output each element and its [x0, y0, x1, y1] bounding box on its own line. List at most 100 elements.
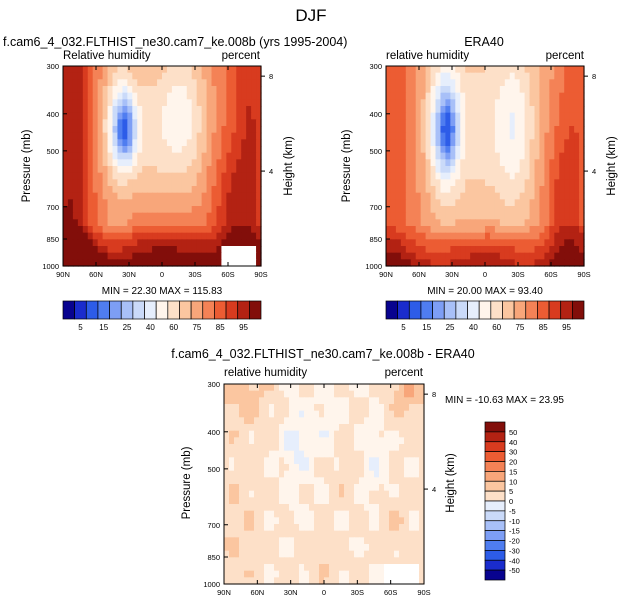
heatmap-cell	[450, 99, 456, 107]
heatmap-cell	[259, 450, 265, 458]
heatmap-cell	[162, 212, 168, 220]
heatmap-cell	[256, 246, 262, 254]
heatmap-cell	[499, 166, 506, 174]
heatmap-cell	[539, 106, 545, 114]
heatmap-cell	[529, 152, 536, 160]
heatmap-cell	[410, 106, 417, 114]
heatmap-cell	[284, 450, 290, 458]
heatmap-cell	[379, 430, 385, 438]
heatmap-cell	[559, 72, 565, 80]
heatmap-cell	[410, 179, 417, 187]
heatmap-cell	[246, 219, 252, 227]
heatmap-cell	[234, 497, 240, 505]
heatmap-cell	[539, 219, 545, 227]
heatmap-cell	[574, 199, 580, 207]
heatmap-cell	[499, 179, 506, 187]
heatmap-cell	[206, 246, 213, 254]
heatmap-cell	[319, 404, 325, 412]
heatmap-cell	[455, 132, 461, 140]
heatmap-cell	[569, 146, 575, 154]
heatmap-cell	[339, 504, 345, 512]
heatmap-cell	[514, 112, 521, 120]
heatmap-cell	[379, 457, 385, 465]
heatmap-cell	[404, 457, 410, 465]
heatmap-cell	[369, 397, 375, 405]
heatmap-cell	[329, 557, 335, 565]
heatmap-cell	[549, 139, 555, 147]
heatmap-cell	[72, 139, 79, 147]
heatmap-cell	[234, 510, 240, 518]
heatmap-cell	[196, 179, 203, 187]
heatmap-cell	[369, 504, 375, 512]
heatmap-cell	[63, 112, 69, 120]
heatmap-cell	[470, 219, 476, 227]
heatmap-cell	[244, 557, 250, 565]
heatmap-cell	[489, 86, 496, 94]
heatmap-cell	[504, 192, 511, 200]
heatmap-cell	[279, 577, 285, 585]
heatmap-cell	[211, 199, 218, 207]
heatmap-cell	[489, 172, 496, 180]
heatmap-cell	[236, 186, 242, 194]
heatmap-cell	[234, 504, 240, 512]
heatmap-cell	[137, 106, 143, 114]
heatmap-cell	[289, 450, 295, 458]
heatmap-cell	[559, 259, 565, 267]
heatmap-cell	[334, 397, 340, 405]
heatmap-cell	[176, 146, 183, 154]
heatmap-cell	[294, 550, 300, 558]
heatmap-cell	[499, 259, 506, 267]
heatmap-cell	[420, 112, 427, 120]
heatmap-cell	[254, 517, 260, 525]
heatmap-cell	[251, 119, 257, 127]
heatmap-cell	[117, 226, 123, 234]
heatmap-cell	[294, 464, 300, 472]
heatmap-cell	[419, 490, 425, 498]
heatmap-cell	[485, 199, 491, 207]
heatmap-cell	[92, 146, 99, 154]
heatmap-cell	[440, 106, 446, 114]
heatmap-cell	[386, 152, 392, 160]
heatmap-cell	[399, 537, 405, 545]
heatmap-cell	[249, 537, 255, 545]
heatmap-cell	[87, 92, 94, 100]
heatmap-cell	[196, 106, 203, 114]
heatmap-cell	[127, 99, 133, 107]
heatmap-cell	[450, 139, 456, 147]
heatmap-cell	[564, 112, 570, 120]
heatmap-cell	[349, 497, 355, 505]
heatmap-cell	[529, 239, 536, 247]
heatmap-cell	[77, 126, 84, 134]
heatmap-cell	[216, 186, 222, 194]
heatmap-cell	[509, 199, 516, 207]
heatmap-cell	[77, 139, 84, 147]
heatmap-cell	[394, 530, 400, 538]
heatmap-cell	[394, 504, 400, 512]
heatmap-cell	[304, 524, 310, 532]
heatmap-cell	[420, 139, 427, 147]
heatmap-cell	[504, 112, 511, 120]
heatmap-cell	[162, 199, 168, 207]
x-tick-label: 30S	[511, 270, 524, 279]
heatmap-cell	[112, 246, 119, 254]
heatmap-cell	[410, 72, 417, 80]
heatmap-cell	[254, 470, 260, 478]
heatmap-cell	[82, 252, 89, 260]
heatmap-cell	[236, 112, 242, 120]
heatmap-cell	[485, 92, 491, 100]
heatmap-cell	[264, 564, 270, 572]
heatmap-cell	[470, 92, 476, 100]
heatmap-cell	[410, 139, 417, 147]
heatmap-cell	[504, 139, 511, 147]
heatmap-cell	[414, 470, 420, 478]
heatmap-cell	[127, 172, 133, 180]
heatmap-cell	[201, 186, 208, 194]
heatmap-cell	[386, 112, 392, 120]
heatmap-cell	[181, 99, 188, 107]
heatmap-cell	[166, 72, 173, 80]
heatmap-cell	[157, 212, 163, 220]
heatmap-cell	[117, 106, 123, 114]
heatmap-cell	[63, 126, 69, 134]
heatmap-cell	[72, 186, 79, 194]
heatmap-cell	[400, 172, 407, 180]
